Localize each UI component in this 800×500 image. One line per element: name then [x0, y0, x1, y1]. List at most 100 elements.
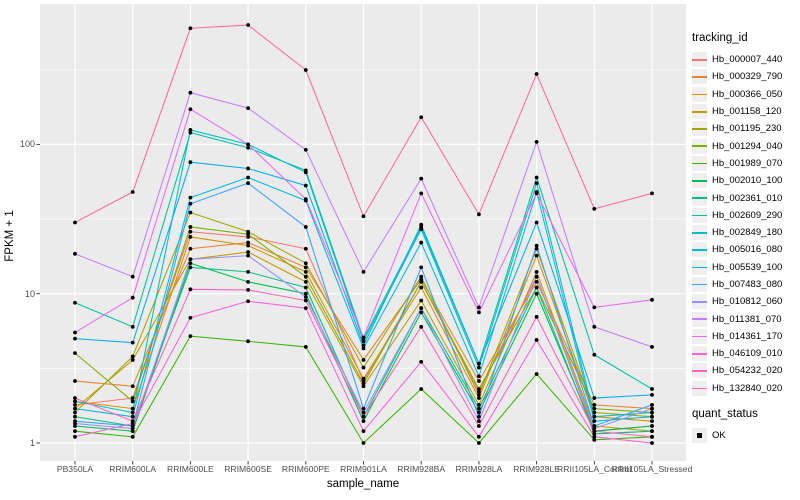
data-point — [419, 240, 424, 245]
data-point — [650, 406, 654, 411]
data-point — [534, 139, 539, 144]
legend-item: Hb_002010_100 — [692, 172, 798, 189]
legend-label: Hb_000366_050 — [712, 88, 783, 100]
data-point — [592, 324, 597, 329]
y-tick-label: 10 — [24, 288, 35, 299]
line-swatch-icon — [692, 145, 707, 148]
x-tick-label: RRII105LA_Stressed — [611, 464, 693, 474]
legend-key-line — [692, 104, 707, 120]
legend-label: Hb_132840_020 — [712, 382, 783, 394]
data-point — [419, 298, 424, 303]
data-point — [130, 419, 135, 424]
legend-item-ok: OK — [692, 427, 798, 444]
line-swatch-icon — [692, 214, 707, 217]
data-point — [130, 414, 135, 419]
line-swatch-icon — [692, 352, 707, 355]
data-point — [650, 429, 654, 434]
data-point — [246, 243, 251, 248]
data-point — [73, 396, 77, 400]
data-point — [534, 269, 539, 274]
data-point — [534, 274, 539, 279]
legend-key-line — [692, 155, 707, 171]
data-point — [246, 279, 251, 284]
data-point — [477, 361, 481, 366]
data-point — [246, 106, 251, 111]
data-point — [361, 365, 366, 370]
legend-item: Hb_054232_020 — [692, 362, 798, 379]
legend-key-line — [692, 69, 707, 85]
line-swatch-icon — [692, 318, 707, 321]
data-point — [73, 379, 77, 383]
legend-key-line — [692, 52, 707, 68]
data-point — [650, 297, 654, 302]
data-point — [303, 170, 308, 175]
data-point — [188, 201, 193, 206]
data-point — [477, 310, 481, 315]
legend-key-line — [692, 363, 707, 379]
data-point — [592, 305, 597, 310]
data-point — [534, 72, 539, 76]
data-point — [246, 250, 251, 254]
data-point — [534, 175, 539, 180]
legend-item: Hb_046109_010 — [692, 345, 798, 362]
data-point — [592, 432, 597, 436]
data-point — [477, 410, 481, 415]
legend: tracking_id Hb_000007_440 Hb_000329_790 Hb… — [692, 32, 798, 444]
data-point — [477, 389, 481, 394]
data-point — [361, 429, 366, 434]
legend-item: Hb_000007_440 — [692, 51, 798, 68]
legend-label: Hb_002361_010 — [712, 192, 783, 204]
data-point — [592, 352, 597, 357]
data-point — [477, 434, 481, 439]
data-point — [303, 246, 308, 251]
data-point — [477, 424, 481, 428]
data-point — [130, 384, 135, 389]
data-point — [477, 379, 481, 383]
legend-title-quant-status: quant_status — [692, 407, 758, 420]
legend-label: Hb_007483_080 — [712, 279, 783, 290]
legend-key-line — [692, 173, 707, 189]
data-point — [477, 396, 481, 400]
data-point — [246, 240, 251, 245]
data-point — [188, 334, 193, 339]
data-point — [246, 145, 251, 150]
legend-item: Hb_007483_080 — [692, 276, 798, 293]
legend-key-line — [692, 121, 707, 137]
data-point — [130, 295, 135, 300]
legend-item: Hb_002361_010 — [692, 189, 798, 206]
data-point — [73, 421, 77, 426]
data-point — [419, 274, 424, 279]
data-point — [361, 335, 366, 340]
data-point — [592, 410, 597, 415]
line-swatch-icon — [692, 387, 707, 390]
legend-label: Hb_010812_060 — [712, 296, 783, 308]
data-point — [130, 396, 135, 400]
legend-item: Hb_001294_040 — [692, 137, 798, 154]
data-point — [73, 429, 77, 434]
data-point — [130, 429, 135, 434]
data-point — [361, 410, 366, 415]
legend-item: Hb_014361_170 — [692, 328, 798, 345]
data-point — [130, 426, 135, 431]
y-tick-label: 100 — [19, 139, 35, 150]
line-swatch-icon — [692, 76, 707, 78]
data-point — [477, 387, 481, 391]
line-swatch-icon — [692, 231, 707, 234]
data-point — [188, 287, 193, 292]
data-point — [419, 227, 424, 232]
legend-item: Hb_005016_080 — [692, 241, 798, 258]
x-tick-label: RRIM928LE — [513, 464, 560, 474]
legend-key-point — [692, 428, 707, 444]
data-point — [477, 402, 481, 407]
data-point — [419, 191, 424, 196]
legend-item: Hb_005539_100 — [692, 259, 798, 276]
data-point — [650, 191, 654, 196]
data-point — [592, 402, 597, 407]
data-point — [246, 269, 251, 274]
data-point — [361, 381, 366, 386]
data-point — [188, 26, 193, 31]
data-point — [650, 387, 654, 391]
data-point — [361, 339, 366, 344]
data-point — [361, 214, 366, 219]
